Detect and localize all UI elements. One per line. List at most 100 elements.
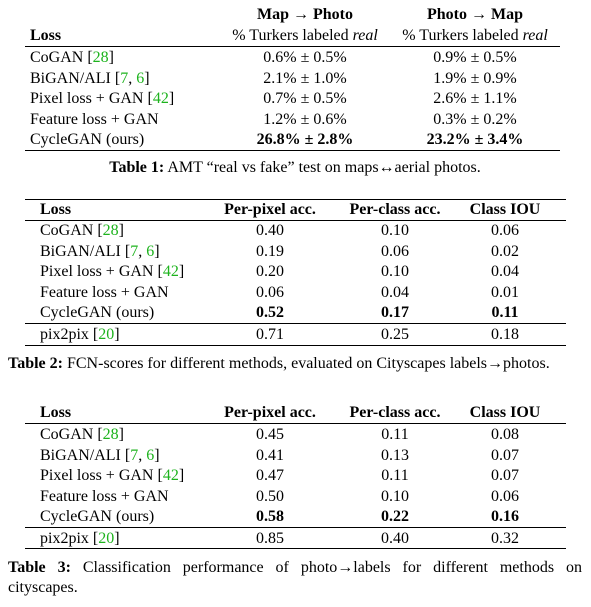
value-text: 0.06 (381, 242, 409, 260)
value-text: 0.11 (381, 426, 409, 443)
caption-text: AMT “real vs fake” test on maps↔aerial p… (167, 159, 481, 176)
loss-cell: CoGAN [28] (40, 221, 124, 241)
text-run: Pixel loss + GAN [ (30, 90, 153, 108)
value-text: 0.85 (256, 529, 284, 547)
citation: 6 (146, 446, 155, 464)
value-cell: 0.06 (395, 221, 591, 241)
table-rule (25, 220, 566, 221)
value-cell: 0.07 (395, 446, 591, 466)
value-text: 0.7% ± 0.5% (263, 90, 347, 108)
value-text: 0.25 (381, 325, 409, 343)
text-run: CoGAN [ (40, 222, 103, 239)
value-text: 0.11 (491, 304, 519, 321)
loss-cell: BiGAN/ALI [7, 6] (40, 446, 160, 466)
loss-cell: CoGAN [28] (30, 48, 114, 68)
value-cell: 0.6% ± 0.5% (195, 48, 415, 68)
citation: 42 (162, 263, 179, 280)
text-run: % Turkers labeled (232, 27, 353, 44)
value-cell: 1.2% ± 0.6% (195, 110, 415, 130)
loss-cell: Feature loss + GAN (40, 283, 169, 303)
column-header: Class IOU (395, 403, 591, 423)
table-caption: Table 2: FCN-scores for different method… (8, 354, 582, 374)
value-text: 0.06 (491, 222, 519, 239)
value-cell: 0.25 (285, 325, 505, 345)
loss-cell: Pixel loss + GAN [42] (40, 466, 184, 486)
citation: 6 (136, 69, 145, 87)
value-text: 0.22 (381, 508, 409, 525)
text-run: , (138, 446, 147, 464)
value-cell: 0.50 (160, 487, 380, 507)
text-run: pix2pix [ (40, 529, 99, 547)
column-header: Loss (40, 403, 71, 423)
text-run: Class IOU (469, 201, 541, 218)
text-run: ] (144, 69, 150, 87)
citation: 7 (120, 69, 129, 87)
value-cell: 23.2% ± 3.4% (365, 130, 585, 150)
loss-cell: pix2pix [20] (40, 325, 120, 345)
text-run: ] (178, 263, 185, 280)
value-text: 0.02 (491, 242, 519, 260)
value-cell: 0.16 (395, 507, 591, 527)
value-text: 0.32 (491, 529, 519, 547)
column-header: Per-pixel acc. (160, 200, 380, 220)
loss-cell: CycleGAN (ours) (30, 130, 144, 150)
value-text: 2.1% ± 1.0% (263, 69, 347, 87)
text-run: Pixel loss + GAN [ (40, 263, 163, 280)
loss-cell: Feature loss + GAN (40, 487, 169, 507)
value-text: 0.17 (381, 304, 409, 321)
text-run: ] (118, 426, 124, 443)
value-cell: 26.8% ± 2.8% (195, 130, 415, 150)
value-text: 0.06 (256, 283, 284, 301)
table-rule (25, 150, 560, 151)
value-cell: 0.52 (160, 303, 380, 323)
value-text: 0.45 (256, 426, 284, 443)
text-run: Per-class acc. (349, 201, 441, 218)
text-run: Class IOU (469, 404, 541, 421)
text-run: pix2pix [ (40, 325, 99, 343)
column-header: Per-class acc. (285, 200, 505, 220)
loss-cell: CycleGAN (ours) (40, 303, 154, 323)
caption-label: Table 1: (109, 159, 165, 176)
value-cell: 0.02 (395, 242, 591, 262)
value-text: 0.18 (491, 325, 519, 343)
table-caption: Table 3: Classification performance of p… (8, 558, 582, 598)
loss-cell: CoGAN [28] (40, 425, 124, 445)
value-text: 0.10 (381, 487, 409, 505)
value-cell: 0.10 (285, 262, 505, 282)
loss-cell: CycleGAN (ours) (40, 507, 154, 527)
value-text: 0.47 (256, 467, 284, 484)
text-run: ] (114, 325, 120, 343)
table-rule (25, 322, 566, 324)
value-cell: 0.11 (395, 303, 591, 323)
column-title: Map → Photo (195, 5, 415, 25)
citation: 7 (130, 446, 139, 464)
value-cell: 0.07 (395, 466, 591, 486)
value-cell: 0.9% ± 0.5% (365, 48, 585, 68)
text-run: Feature loss + GAN (30, 110, 159, 128)
loss-cell: pix2pix [20] (40, 529, 120, 549)
caption-text: Classification performance of photo→labe… (8, 559, 582, 596)
value-cell: 0.40 (285, 529, 505, 549)
value-text: 23.2% ± 3.4% (426, 131, 524, 149)
citation: 28 (92, 49, 109, 66)
value-cell: 0.11 (285, 425, 505, 445)
value-cell: 0.04 (285, 283, 505, 303)
column-title-text: Map → Photo (257, 6, 353, 23)
text-run: ] (118, 222, 124, 239)
citation: 42 (152, 90, 169, 108)
text-run: ] (154, 242, 160, 260)
text-run: ] (114, 529, 120, 547)
citation: 28 (102, 222, 119, 239)
value-text: 0.10 (381, 222, 409, 239)
column-header: Loss (30, 26, 61, 46)
value-text: 0.13 (381, 446, 409, 464)
value-cell: 0.40 (160, 221, 380, 241)
loss-cell: BiGAN/ALI [7, 6] (30, 69, 150, 89)
table-rule (25, 46, 560, 47)
table-rule (25, 345, 566, 346)
column-header: Per-pixel acc. (160, 403, 380, 423)
value-text: 0.6% ± 0.5% (263, 49, 347, 66)
column-header: Class IOU (395, 200, 591, 220)
value-cell: 0.20 (160, 262, 380, 282)
